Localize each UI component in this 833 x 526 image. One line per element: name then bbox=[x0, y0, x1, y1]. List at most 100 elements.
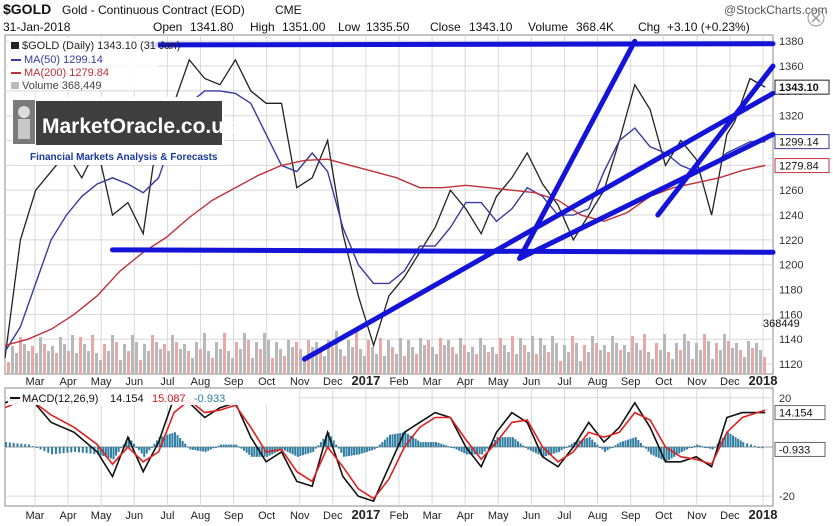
histogram-bar bbox=[537, 447, 540, 455]
histogram-bar bbox=[28, 444, 31, 447]
price-x-tick-label: Feb bbox=[390, 376, 409, 388]
histogram-bar bbox=[749, 444, 752, 447]
volume-bar bbox=[471, 347, 474, 374]
volume-bar bbox=[351, 347, 354, 374]
histogram-bar bbox=[158, 437, 161, 447]
histogram-bar bbox=[197, 447, 199, 451]
histogram-bar bbox=[51, 447, 54, 455]
volume-bar bbox=[763, 357, 766, 374]
volume-bar bbox=[655, 343, 658, 374]
histogram-bar bbox=[209, 447, 212, 450]
macd-y-tick-label: 20 bbox=[779, 393, 791, 405]
value-tag-label: 1279.84 bbox=[779, 161, 819, 173]
histogram-bar bbox=[70, 447, 73, 453]
macd-y-tick-label: -20 bbox=[779, 491, 795, 503]
histogram-bar bbox=[365, 447, 368, 452]
histogram-bar bbox=[616, 443, 619, 447]
histogram-bar bbox=[199, 447, 202, 452]
volume-bar bbox=[15, 353, 18, 374]
histogram-bar bbox=[726, 432, 729, 447]
close-icon[interactable] bbox=[807, 9, 825, 27]
price-x-tick-label: Nov bbox=[687, 376, 707, 388]
histogram-bar bbox=[153, 443, 156, 447]
volume-bar bbox=[303, 356, 306, 374]
volume-bar bbox=[663, 334, 666, 374]
price-y-tick-label: 1220 bbox=[779, 235, 803, 247]
histogram-bar bbox=[309, 447, 312, 453]
histogram-bar bbox=[20, 443, 23, 447]
volume-bar bbox=[735, 343, 738, 374]
volume-bar bbox=[551, 336, 554, 374]
histogram-bar bbox=[491, 442, 494, 447]
volume-bar bbox=[331, 347, 334, 374]
macd-x-ticks: Mar Apr May Jun Jul Aug Sep Oct Nov Dec 2017 Feb Mar… bbox=[26, 507, 778, 522]
histogram-bar bbox=[440, 443, 443, 447]
volume-bar bbox=[599, 350, 602, 374]
volume-bar bbox=[359, 349, 362, 374]
volume-bar bbox=[403, 356, 406, 374]
volume-bar bbox=[643, 334, 646, 374]
histogram-bar bbox=[143, 447, 146, 457]
histogram-bar bbox=[739, 440, 742, 447]
histogram-bar bbox=[217, 445, 220, 447]
histogram-bar bbox=[547, 447, 550, 456]
trendline bbox=[517, 38, 638, 262]
histogram-bar bbox=[570, 443, 573, 447]
histogram-bar bbox=[639, 442, 642, 447]
histogram-bar bbox=[652, 447, 655, 456]
histogram-bar bbox=[163, 435, 166, 447]
histogram-bar bbox=[220, 444, 223, 447]
histogram-bar bbox=[212, 447, 215, 449]
histogram-bar bbox=[355, 447, 358, 455]
volume-bar bbox=[243, 333, 246, 374]
volume-bar bbox=[479, 338, 482, 374]
histogram-bar bbox=[696, 444, 699, 447]
histogram-bar bbox=[179, 437, 182, 447]
histogram-bar bbox=[294, 447, 297, 456]
histogram-bar bbox=[39, 447, 42, 450]
header-chg: +3.10 (+0.23%) bbox=[667, 20, 750, 34]
histogram-bar bbox=[632, 437, 635, 447]
header-symbol: $GOLD bbox=[3, 1, 51, 17]
histogram-bar bbox=[642, 445, 645, 447]
histogram-bar bbox=[74, 447, 77, 452]
volume-bar bbox=[619, 350, 622, 374]
price-x-tick-label: Nov bbox=[290, 376, 310, 388]
volume-bar bbox=[355, 331, 358, 374]
header-open: 1341.80 bbox=[190, 20, 234, 34]
price-x-tick-label: May bbox=[91, 376, 112, 388]
macd-value-tag bbox=[774, 441, 826, 457]
histogram-bar bbox=[230, 444, 233, 447]
histogram-bar bbox=[319, 442, 322, 447]
market-oracle-watermark: MarketOracle.co.uk Financial Markets Ana… bbox=[12, 97, 236, 165]
volume-bar bbox=[251, 358, 254, 374]
volume-bar bbox=[247, 340, 250, 374]
macd-x-tick-label: Sep bbox=[621, 510, 641, 522]
histogram-bar bbox=[62, 447, 65, 454]
histogram-bar bbox=[746, 443, 749, 447]
histogram-bar bbox=[627, 439, 630, 447]
volume-bar bbox=[683, 334, 686, 374]
volume-bar bbox=[151, 335, 154, 374]
volume-bar bbox=[507, 352, 510, 374]
histogram-bar bbox=[43, 447, 46, 452]
volume-bar bbox=[119, 360, 122, 374]
histogram-bar bbox=[396, 433, 399, 447]
volume-bar bbox=[475, 354, 478, 374]
histogram-bar bbox=[112, 447, 115, 460]
volume-bar bbox=[439, 338, 442, 374]
volume-bar bbox=[495, 354, 498, 374]
price-x-tick-label: Apr bbox=[60, 376, 77, 388]
histogram-bar bbox=[450, 447, 453, 448]
histogram-bar bbox=[501, 437, 504, 447]
volume-bar bbox=[115, 342, 118, 374]
header-close-label: Close bbox=[430, 20, 461, 34]
volume-bar bbox=[279, 349, 282, 374]
histogram-bar bbox=[601, 447, 604, 450]
volume-bar bbox=[51, 346, 54, 374]
histogram-bar bbox=[506, 437, 509, 447]
volume-bar bbox=[295, 342, 298, 374]
histogram-bar bbox=[278, 447, 281, 451]
histogram-bar bbox=[358, 447, 361, 455]
